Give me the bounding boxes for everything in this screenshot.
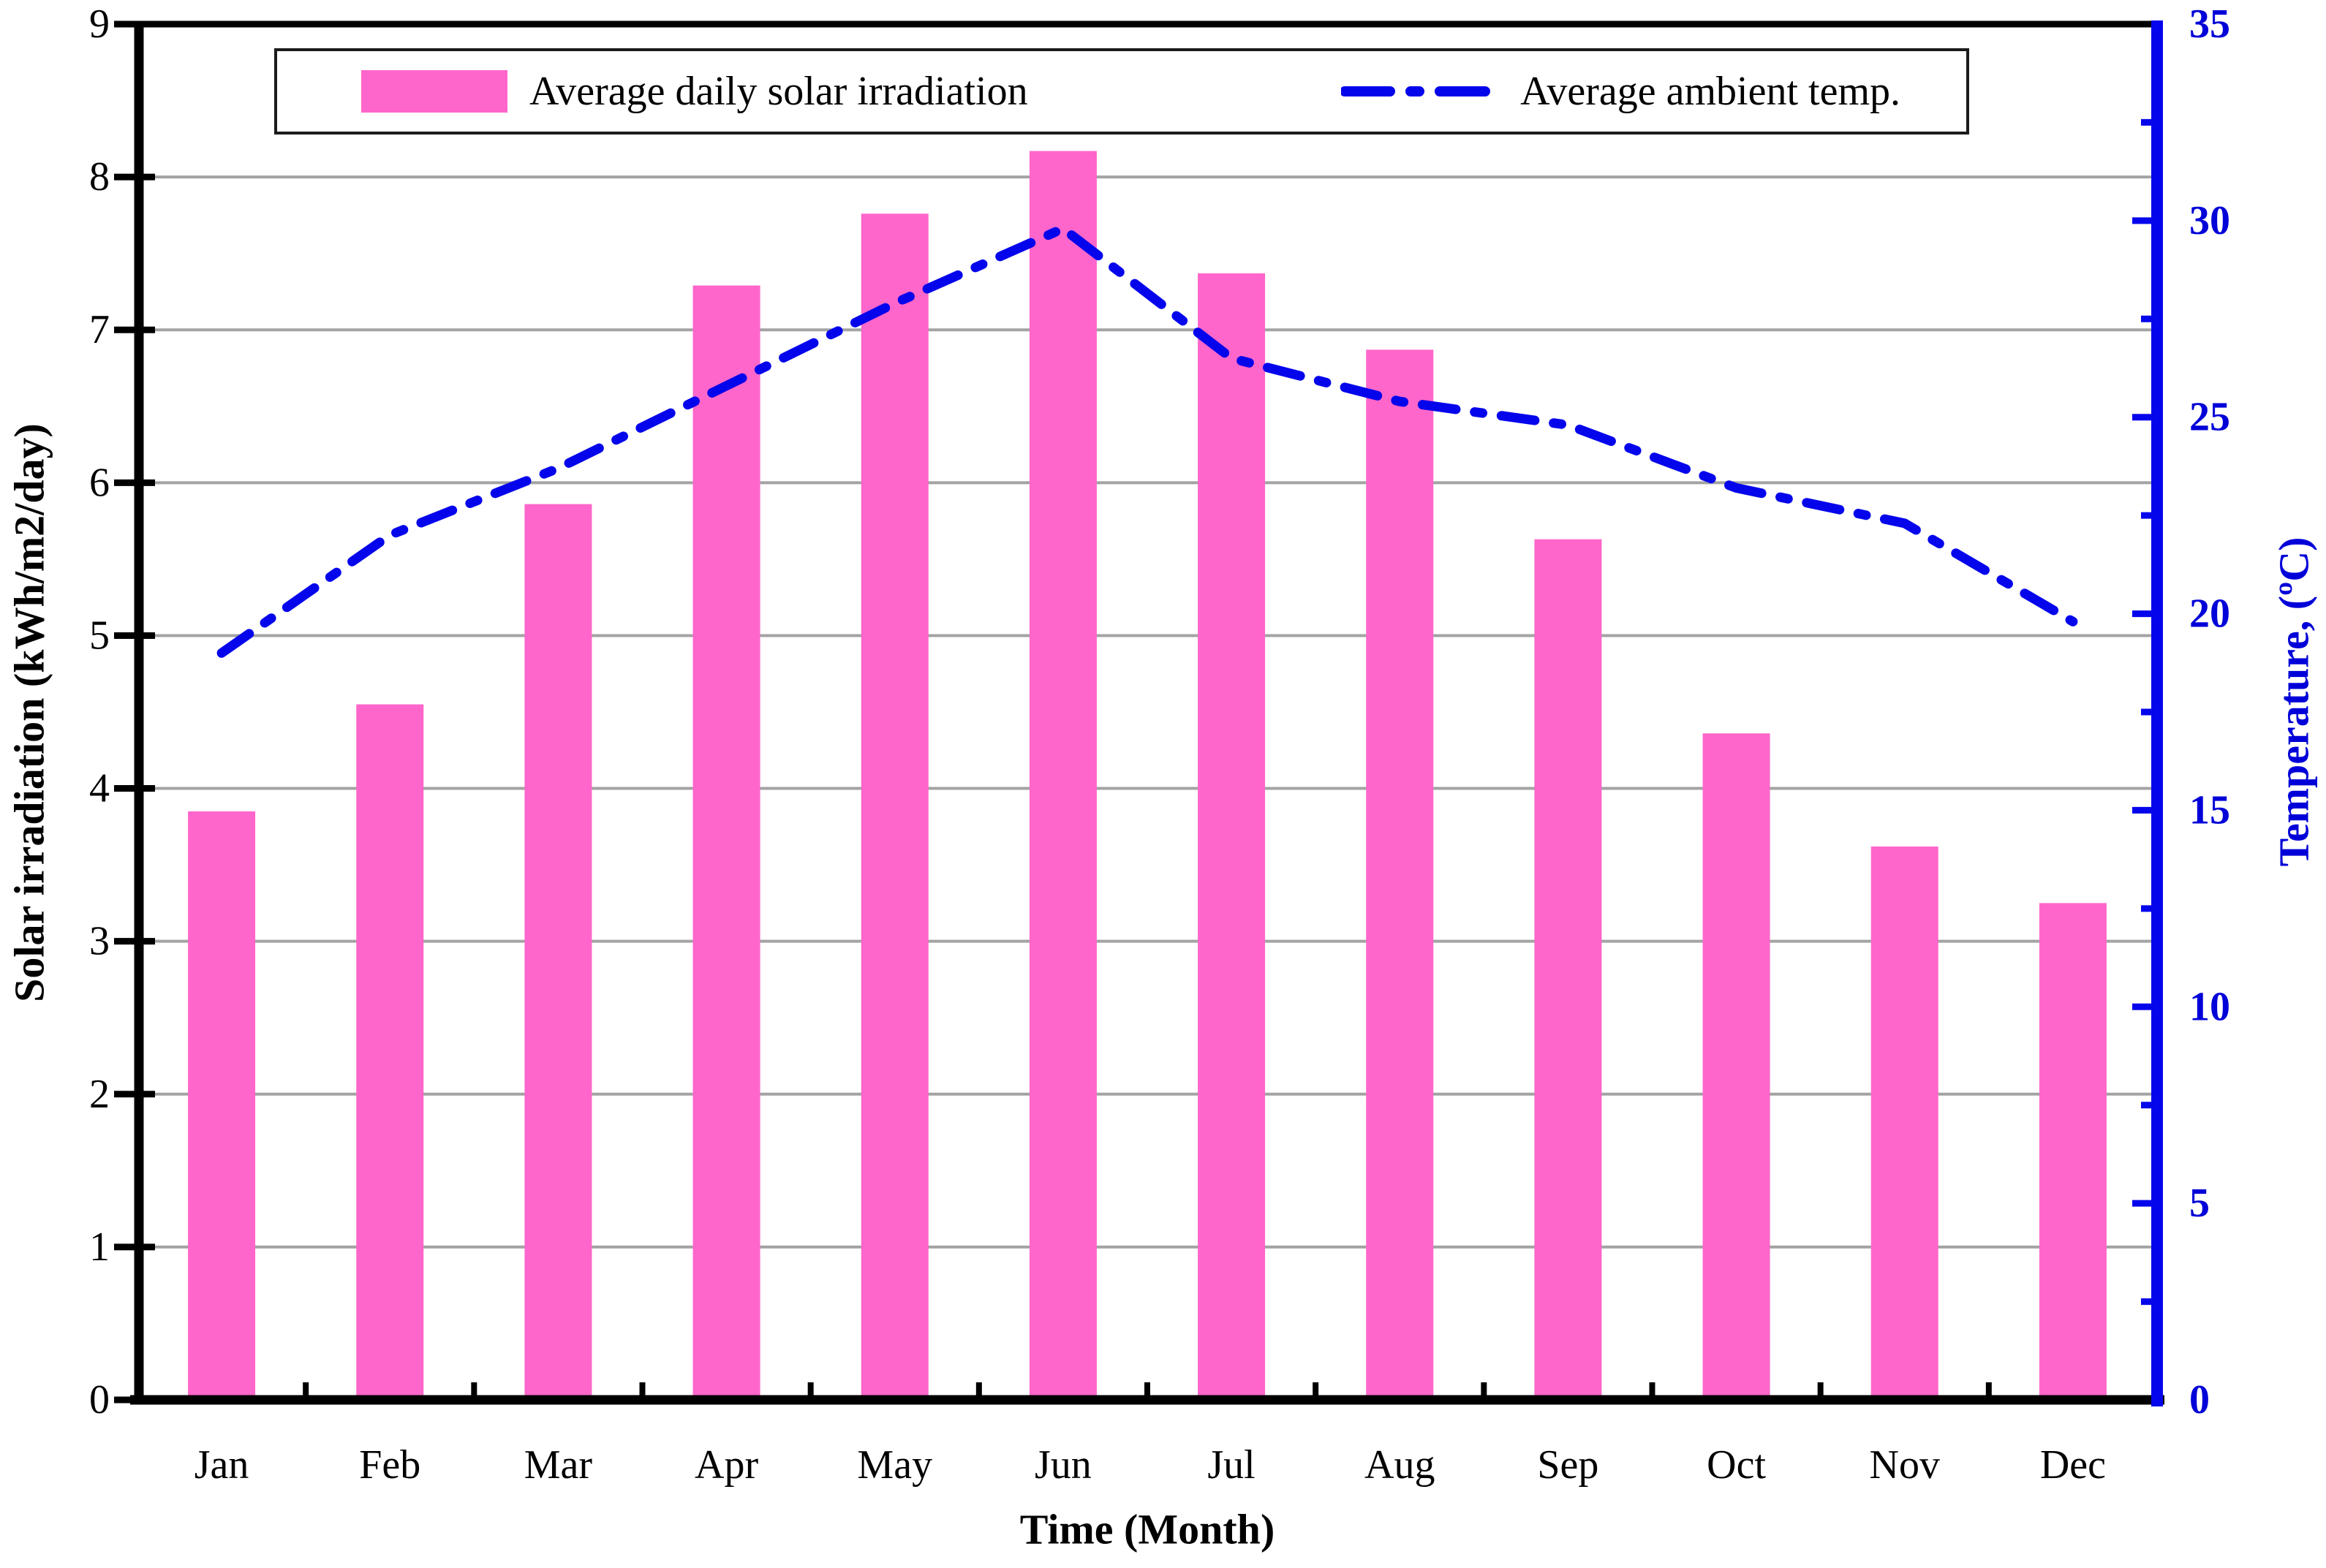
left-tick-label-3: 3 [89,919,110,964]
bar-oct [1702,733,1770,1400]
left-tick-label-9: 9 [89,1,110,47]
right-tick-label-20: 20 [2189,591,2230,637]
left-tick-label-7: 7 [89,307,110,352]
right-tick-label-5: 5 [2189,1181,2210,1226]
legend-bar-swatch [361,70,507,113]
right-tick-label-25: 25 [2189,395,2230,440]
right-tick-label-30: 30 [2189,198,2230,243]
bar-may [861,213,929,1400]
right-tick-label-0: 0 [2189,1377,2210,1423]
left-tick-label-5: 5 [89,613,110,658]
x-tick-label-mar: Mar [524,1442,593,1488]
right-axis-title: Temperature, (ºC) [2270,537,2318,867]
bar-apr [692,285,760,1401]
left-tick-label-6: 6 [89,460,110,505]
x-tick-label-jan: Jan [195,1442,249,1488]
right-tick-label-10: 10 [2189,984,2230,1029]
bar-mar [524,504,592,1400]
x-tick-label-jun: Jun [1035,1442,1092,1488]
bar-jul [1198,273,1266,1401]
legend-item-temp: Average ambient temp. [1341,68,1900,115]
bar-feb [356,704,424,1400]
x-tick-label-may: May [857,1442,932,1488]
left-tick-label-2: 2 [89,1072,110,1117]
bar-nov [1870,847,1938,1400]
left-tick-label-1: 1 [89,1224,110,1270]
legend-box: Average daily solar irradiation Average … [274,48,1969,135]
x-tick-label-aug: Aug [1364,1442,1435,1488]
legend-item-solar: Average daily solar irradiation [361,68,1028,115]
x-tick-label-sep: Sep [1537,1442,1598,1488]
x-tick-label-nov: Nov [1870,1442,1940,1488]
legend-line-sample [1341,86,1499,96]
right-tick-label-15: 15 [2189,787,2230,833]
left-tick-label-8: 8 [89,154,110,200]
x-tick-label-dec: Dec [2040,1442,2106,1488]
bar-dec [2039,903,2107,1400]
left-axis-title: Solar irradiation (kWh/m2/day) [5,423,53,1002]
x-tick-label-jul: Jul [1207,1442,1255,1488]
bar-jun [1029,151,1097,1400]
legend-line-label: Average ambient temp. [1520,69,1900,114]
right-tick-label-35: 35 [2189,1,2230,47]
x-tick-label-feb: Feb [359,1442,420,1488]
left-tick-label-4: 4 [89,766,110,811]
bar-aug [1366,349,1434,1400]
temperature-line [216,224,2078,658]
left-tick-label-0: 0 [89,1377,110,1423]
bar-sep [1534,539,1602,1400]
x-tick-label-oct: Oct [1707,1442,1766,1488]
x-axis-title: Time (Month) [1019,1505,1275,1553]
x-tick-label-apr: Apr [695,1442,758,1488]
bar-jan [188,811,256,1400]
legend-bar-label: Average daily solar irradiation [529,69,1028,114]
